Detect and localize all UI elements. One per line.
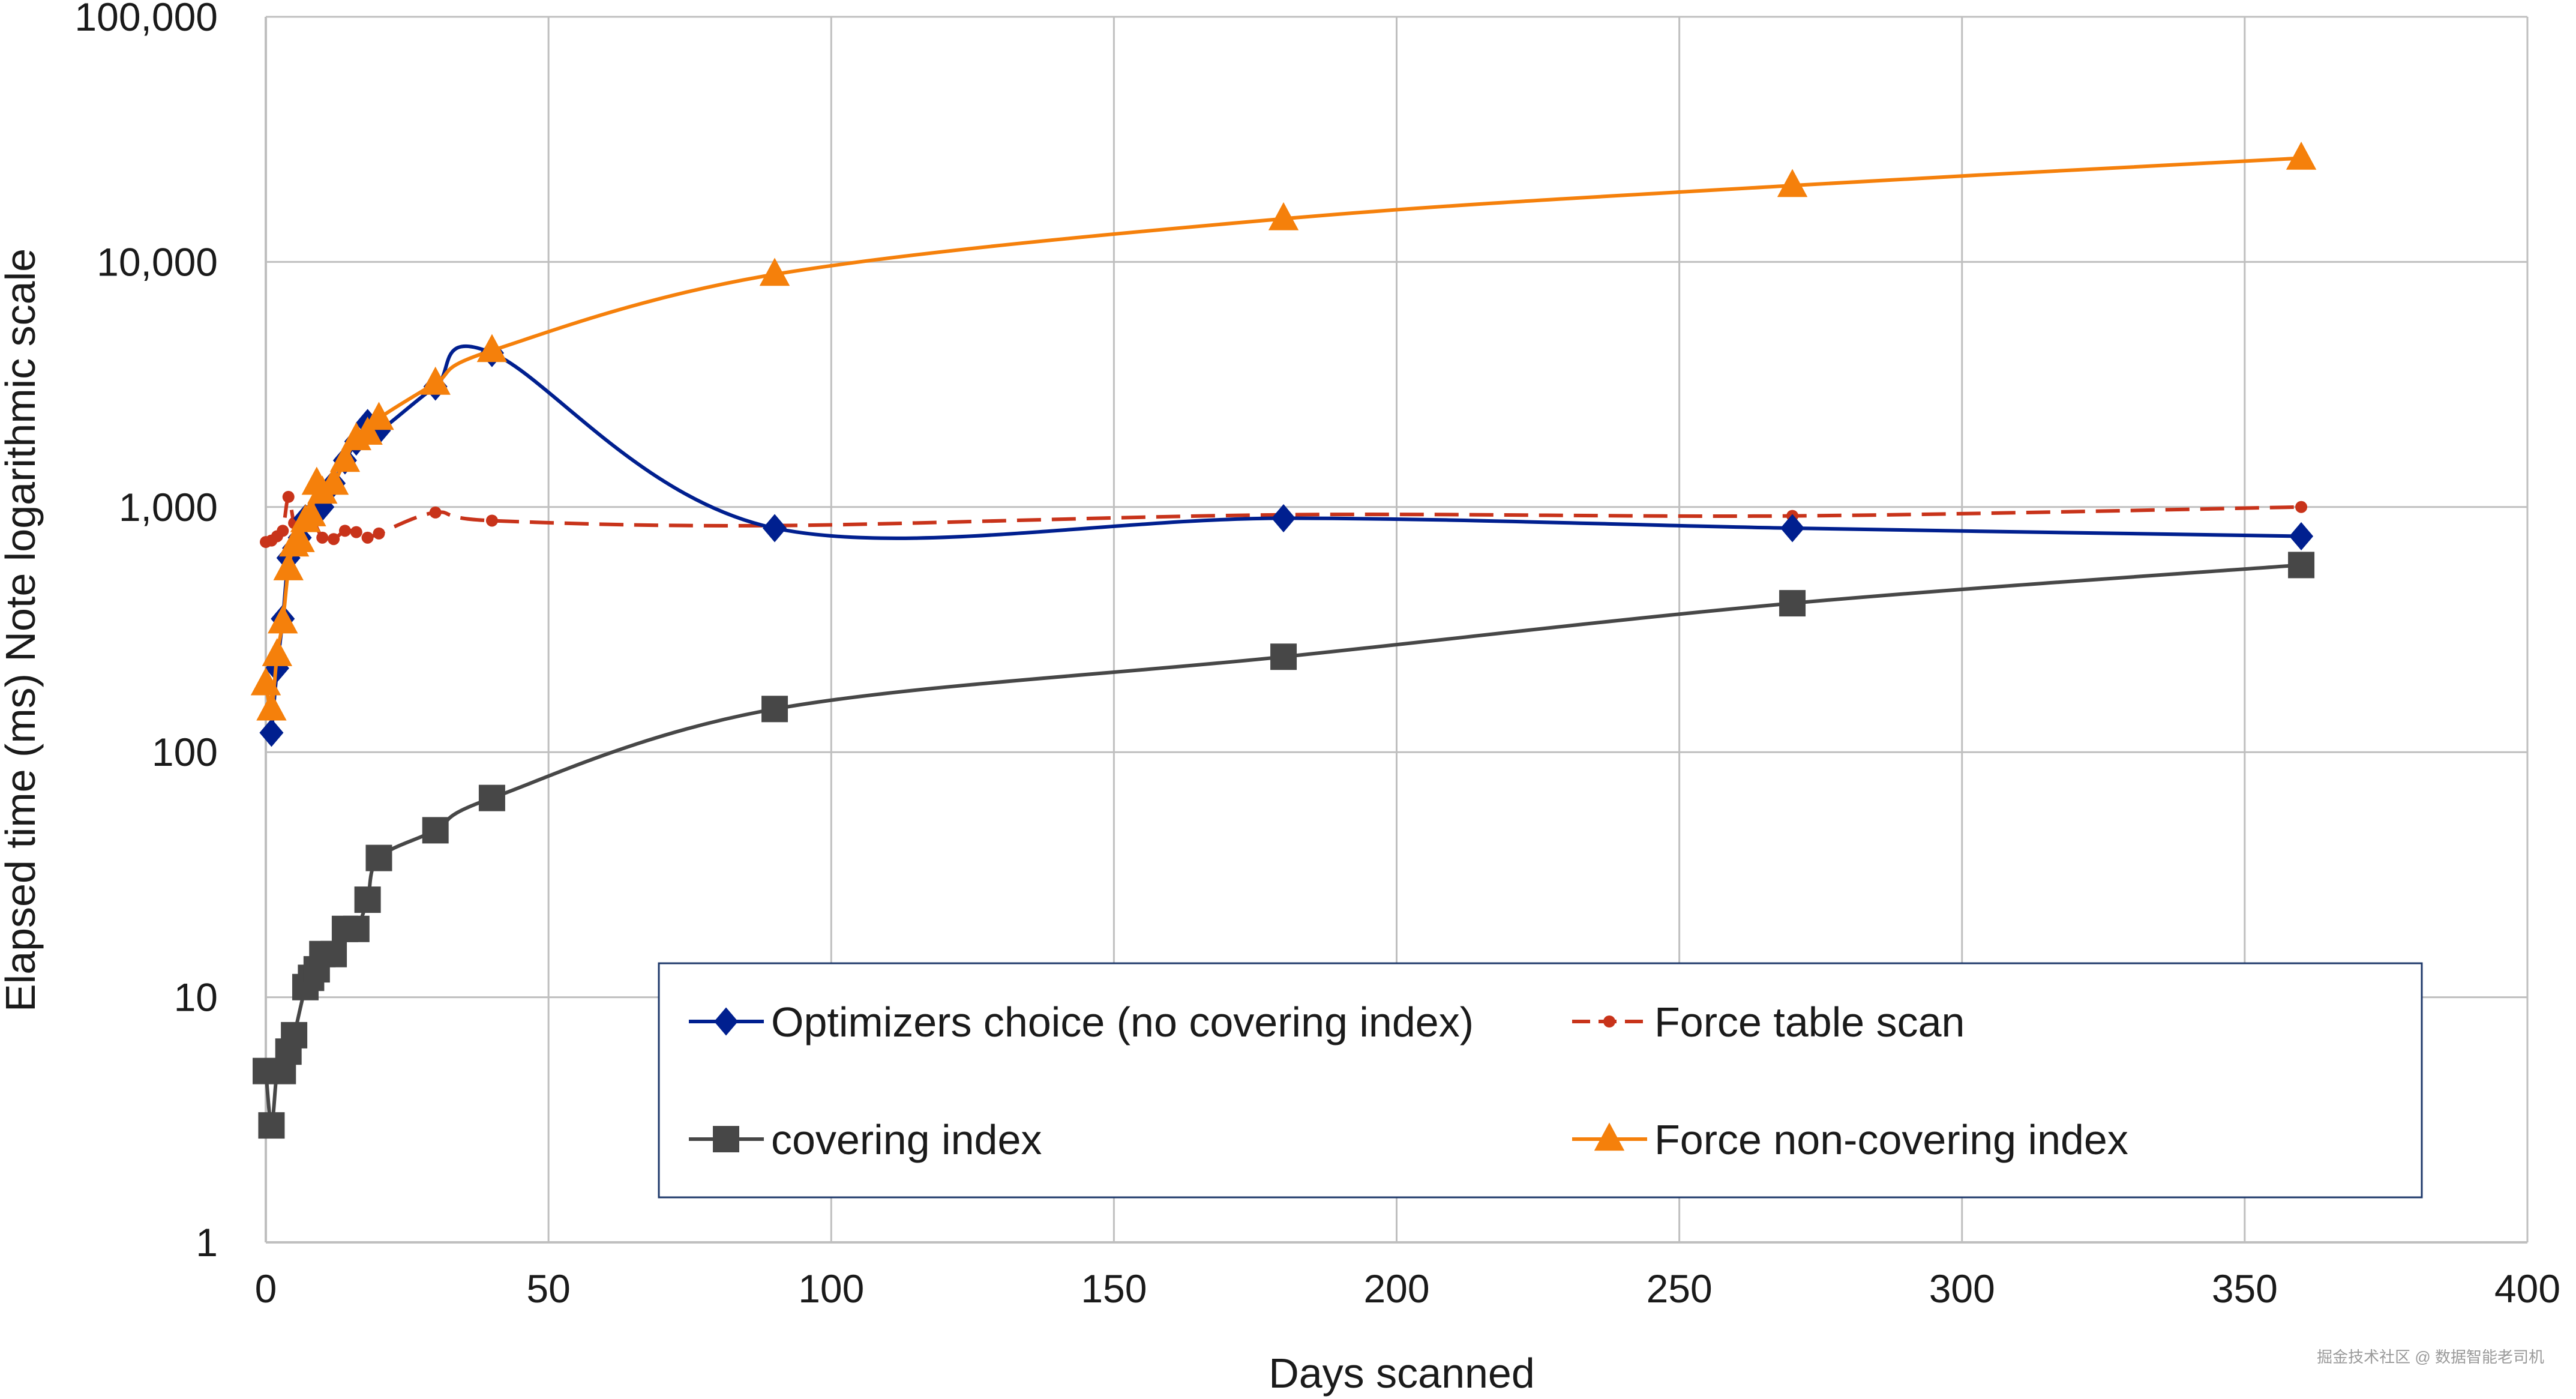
series-layer	[250, 141, 2317, 1139]
x-tick-label: 50	[526, 1266, 570, 1311]
x-axis-title: Days scanned	[1268, 1350, 1535, 1397]
data-point	[258, 1112, 285, 1139]
data-point	[281, 1021, 308, 1048]
data-point	[282, 490, 295, 503]
legend-marker	[713, 1007, 739, 1036]
data-point	[1779, 590, 1806, 617]
y-tick-label: 10,000	[97, 239, 218, 284]
legend-label: Optimizers choice (no covering index)	[771, 999, 1474, 1045]
data-point	[296, 498, 326, 526]
legend: Optimizers choice (no covering index) For…	[658, 962, 2423, 1199]
legend-marker	[713, 1126, 739, 1152]
legend-label: Force table scan	[1654, 999, 1965, 1045]
data-point	[318, 466, 349, 495]
x-tick-label: 250	[1647, 1266, 1713, 1311]
data-point	[2289, 522, 2314, 551]
data-point	[1271, 504, 1296, 533]
data-point	[763, 514, 787, 543]
y-axis-title: Elapsed time (ms) Note logarithmic scale	[0, 248, 44, 1012]
data-point	[1270, 643, 1297, 670]
axes	[265, 17, 2527, 1244]
series-triangle	[250, 141, 2317, 721]
data-point	[373, 527, 385, 540]
data-point	[256, 692, 287, 721]
x-tick-label: 400	[2494, 1266, 2560, 1311]
data-point	[420, 366, 451, 395]
data-point	[284, 524, 315, 552]
data-point	[250, 667, 281, 696]
x-tick-labels: 0 50 100 150 200 250 300 350 400	[255, 1266, 2560, 1311]
data-point	[365, 844, 392, 871]
data-point	[328, 533, 340, 546]
y-tick-label: 1,000	[119, 485, 218, 529]
gridlines	[266, 16, 2529, 1242]
legend-item: Force non-covering index	[1572, 1116, 2128, 1163]
legend-item: covering index	[689, 1116, 1042, 1163]
data-point	[1780, 514, 1805, 543]
data-point	[361, 531, 374, 544]
data-point	[329, 444, 361, 472]
data-point	[759, 257, 790, 286]
data-point	[277, 525, 289, 537]
y-tick-label: 1	[196, 1220, 218, 1265]
data-point	[338, 525, 351, 537]
data-point	[262, 638, 293, 666]
legend-label: covering index	[771, 1116, 1042, 1163]
data-point	[1268, 202, 1299, 230]
legend-box	[658, 962, 2423, 1199]
data-point	[364, 402, 394, 430]
legend-marker	[1594, 1122, 1625, 1151]
y-tick-label: 100,000	[74, 0, 218, 39]
x-tick-label: 200	[1363, 1266, 1429, 1311]
data-point	[1777, 169, 1808, 197]
y-tick-label: 10	[174, 975, 218, 1020]
data-point	[485, 514, 498, 527]
data-point	[2295, 501, 2308, 513]
x-tick-label: 350	[2212, 1266, 2278, 1311]
data-point	[2286, 141, 2317, 170]
data-point	[352, 417, 383, 445]
x-tick-label: 100	[798, 1266, 864, 1311]
data-point	[350, 526, 362, 538]
x-tick-label: 300	[1929, 1266, 1995, 1311]
data-point	[273, 552, 304, 580]
data-point	[422, 817, 449, 844]
data-point	[259, 718, 284, 747]
data-point	[354, 886, 381, 913]
data-point	[429, 506, 442, 519]
data-point	[343, 915, 370, 942]
data-point	[268, 605, 298, 634]
watermark: 掘金技术社区 @ 数据智能老司机	[2317, 1348, 2544, 1366]
data-point	[316, 531, 329, 544]
data-point	[476, 334, 508, 363]
legend-label: Force non-covering index	[1654, 1116, 2128, 1163]
data-point	[761, 696, 788, 723]
x-tick-label: 150	[1081, 1266, 1147, 1311]
y-tick-labels: 1 10 100 1,000 10,000 100,000	[74, 0, 218, 1265]
data-point	[478, 784, 505, 811]
legend-marker	[1603, 1015, 1615, 1027]
data-point	[320, 940, 347, 967]
series-square	[253, 552, 2315, 1139]
legend-item: Optimizers choice (no covering index)	[689, 999, 1474, 1045]
x-tick-label: 0	[255, 1266, 277, 1311]
data-point	[2288, 552, 2315, 579]
legend-item: Force table scan	[1572, 999, 1965, 1045]
y-tick-label: 100	[152, 730, 218, 774]
